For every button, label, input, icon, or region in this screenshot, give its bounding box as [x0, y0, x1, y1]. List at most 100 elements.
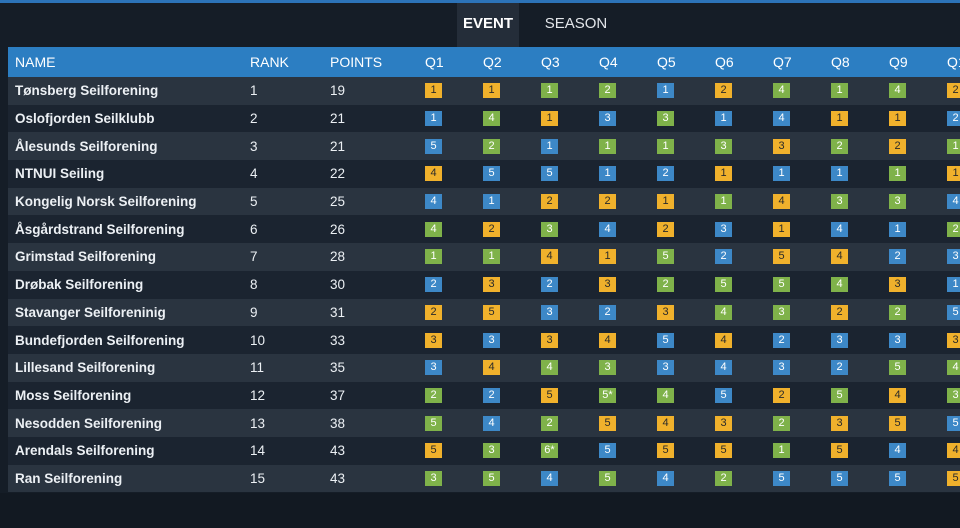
race-result-cell: 5: [715, 271, 735, 299]
club-name: Lillesand Seilforening: [15, 360, 156, 376]
race-result-badge: 5: [889, 470, 906, 486]
column-header-q3[interactable]: Q3: [541, 54, 560, 70]
race-result-cell: 3: [715, 132, 735, 160]
race-result-cell: 1: [657, 188, 677, 216]
race-result-badge: 5: [773, 470, 790, 486]
column-header-q5[interactable]: Q5: [657, 54, 676, 70]
table-row[interactable]: Drøbak Seilforening 8 30 2 3 2 3 2 5 5 4 3 1: [8, 270, 960, 299]
club-name: Ran Seilforening: [15, 470, 123, 486]
race-result-cell: 1: [715, 105, 735, 133]
race-result-cell: 2: [947, 77, 960, 105]
race-result-cell: 3: [773, 354, 793, 382]
club-name: Tønsberg Seilforening: [15, 83, 159, 99]
race-result-badge: 3: [715, 221, 732, 237]
column-header-points[interactable]: POINTS: [330, 54, 383, 70]
race-result-cell: 1: [483, 243, 503, 271]
column-header-q6[interactable]: Q6: [715, 54, 734, 70]
race-result-cell: 3: [483, 437, 503, 465]
column-header-q9[interactable]: Q9: [889, 54, 908, 70]
race-result-cell: 2: [947, 105, 960, 133]
race-result-badge: 5: [947, 304, 960, 320]
table-row[interactable]: Nesodden Seilforening 13 38 5 4 2 5 4 3 2 3 5 5: [8, 409, 960, 437]
table-row[interactable]: Lillesand Seilforening 11 35 3 4 4 3 3 4 3 2 5 4: [8, 353, 960, 382]
tab-season[interactable]: SEASON: [544, 15, 608, 32]
table-row[interactable]: NTNUI Seiling 4 22 4 5 5 1 2 1 1 1 1 1: [8, 160, 960, 188]
race-result-cell: 3: [831, 409, 851, 437]
race-result-badge: 4: [773, 194, 790, 210]
column-header-q10[interactable]: Q10: [947, 54, 960, 70]
race-result-cell: 1: [657, 132, 677, 160]
points-value: 31: [330, 304, 346, 320]
race-result-badge: 3: [599, 277, 616, 293]
race-result-badge: 3: [483, 277, 500, 293]
race-result-cell: 3: [773, 299, 793, 327]
tab-event[interactable]: EVENT: [457, 3, 519, 47]
race-result-cell: 2: [599, 77, 619, 105]
column-header-rank[interactable]: RANK: [250, 54, 289, 70]
table-row[interactable]: Grimstad Seilforening 7 28 1 1 4 1 5 2 5 4 2 3: [8, 243, 960, 271]
race-result-badge: 2: [657, 221, 674, 237]
race-result-badge: 4: [599, 221, 616, 237]
race-result-badge: 3: [889, 277, 906, 293]
race-result-cell: 4: [889, 77, 909, 105]
race-result-badge: 3: [657, 111, 674, 127]
table-row[interactable]: Stavanger Seilforeninig 9 31 2 5 3 2 3 4 3 2 2 5: [8, 298, 960, 327]
race-result-badge: 3: [947, 332, 960, 348]
race-result-badge: 4: [889, 83, 906, 99]
column-header-q1[interactable]: Q1: [425, 54, 444, 70]
table-row[interactable]: Oslofjorden Seilklubb 2 21 1 4 1 3 3 1 4 1 1 2: [8, 104, 960, 133]
race-result-badge: 4: [599, 332, 616, 348]
column-header-name[interactable]: NAME: [15, 54, 56, 70]
race-result-badge: 4: [541, 360, 558, 376]
race-result-cell: 4: [831, 271, 851, 299]
race-result-cell: 4: [541, 465, 561, 493]
column-header-q4[interactable]: Q4: [599, 54, 618, 70]
race-result-cell: 4: [831, 215, 851, 243]
column-header-q8[interactable]: Q8: [831, 54, 850, 70]
race-result-cell: 1: [889, 105, 909, 133]
race-result-badge: 3: [831, 194, 848, 210]
race-result-cell: 2: [425, 382, 445, 410]
race-result-cell: 4: [715, 354, 735, 382]
race-result-cell: 3: [715, 215, 735, 243]
column-header-q7[interactable]: Q7: [773, 54, 792, 70]
column-header-q2[interactable]: Q2: [483, 54, 502, 70]
race-result-cell: 1: [947, 271, 960, 299]
club-name: Grimstad Seilforening: [15, 249, 157, 265]
race-result-badge: 4: [425, 221, 442, 237]
race-result-badge: 5: [541, 387, 558, 403]
table-row[interactable]: Kongelig Norsk Seilforening 5 25 4 1 2 2 1 1 4 3 3 4: [8, 187, 960, 216]
race-result-badge: 1: [657, 138, 674, 154]
race-result-cell: 5: [599, 409, 619, 437]
table-row[interactable]: Tønsberg Seilforening 1 19 1 1 1 2 1 2 4 1 4 2: [8, 77, 960, 105]
race-result-cell: 1: [947, 132, 960, 160]
race-result-badge: 1: [483, 249, 500, 265]
race-result-badge: 1: [599, 249, 616, 265]
table-row[interactable]: Åsgårdstrand Seilforening 6 26 4 2 3 4 2 3 1 4 1 2: [8, 215, 960, 244]
race-result-cell: 3: [541, 326, 561, 354]
race-result-badge: 6*: [541, 443, 558, 459]
table-row[interactable]: Arendals Seilforening 14 43 5 3 6* 5 5 5 1 5 4 4: [8, 436, 960, 465]
points-value: 43: [330, 470, 346, 486]
table-row[interactable]: Ran Seilforening 15 43 3 5 4 5 4 2 5 5 5 5: [8, 464, 960, 493]
table-row[interactable]: Bundefjorden Seilforening 10 33 3 3 3 4 5 4 2 3 3 3: [8, 326, 960, 354]
race-result-cell: 5: [715, 382, 735, 410]
race-result-cell: 1: [541, 132, 561, 160]
race-result-badge: 2: [889, 249, 906, 265]
race-result-cell: 2: [483, 215, 503, 243]
race-result-cell: 2: [715, 243, 735, 271]
race-result-badge: 2: [947, 221, 960, 237]
table-row[interactable]: Ålesunds Seilforening 3 21 5 2 1 1 1 3 3 2 2 1: [8, 132, 960, 161]
race-result-cell: 5: [599, 465, 619, 493]
race-result-badge: 2: [657, 277, 674, 293]
race-result-badge: 3: [599, 111, 616, 127]
table-row[interactable]: Moss Seilforening 12 37 2 2 5 5* 4 5 2 5 4 3: [8, 381, 960, 410]
race-result-badge: 1: [889, 111, 906, 127]
race-result-badge: 3: [831, 415, 848, 431]
race-result-badge: 3: [773, 138, 790, 154]
race-result-cell: 1: [599, 132, 619, 160]
race-result-cell: 2: [483, 382, 503, 410]
race-result-cell: 3: [831, 188, 851, 216]
race-result-cell: 1: [947, 160, 960, 188]
race-result-cell: 3: [541, 299, 561, 327]
